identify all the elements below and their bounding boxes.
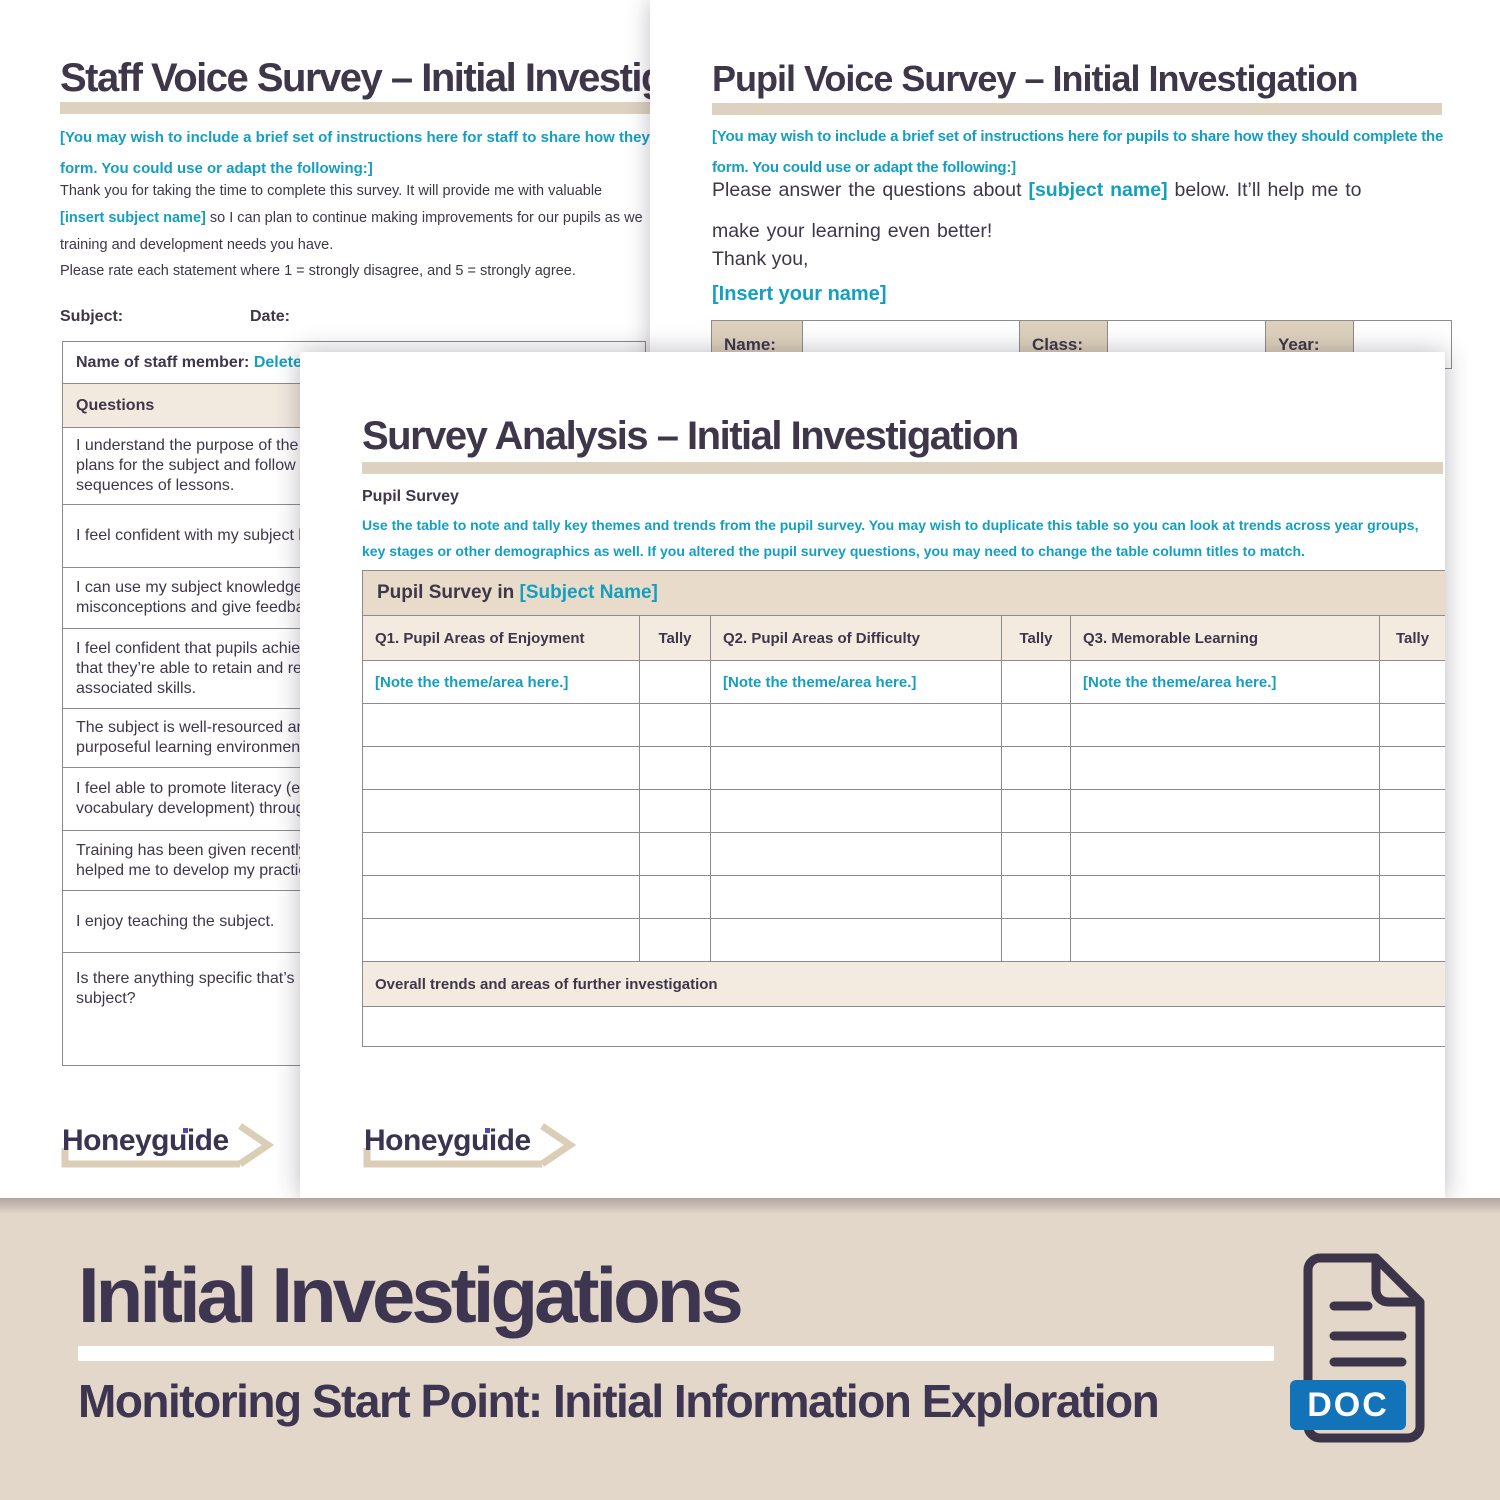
pupil-instructions: [You may wish to include a brief set of … — [712, 121, 1443, 183]
delete-hint: Delete — [253, 353, 302, 371]
staff-intro-line: [insert subject name] so I can plan to c… — [60, 210, 643, 226]
analysis-empty-row — [362, 875, 1445, 919]
staff-instructions-line: [You may wish to include a brief set of … — [60, 129, 652, 146]
subject-name-placeholder: [Subject Name] — [519, 582, 658, 603]
honeyguide-logo: Honeyguide — [60, 1118, 278, 1172]
column-header-tally: Tally — [1378, 615, 1445, 661]
theme-note-placeholder: [Note the theme/area here.] — [1070, 660, 1380, 704]
column-header-q3: Q3. Memorable Learning — [1070, 615, 1380, 661]
theme-note-placeholder: [Note the theme/area here.] — [710, 660, 1002, 704]
banner-subtitle: Monitoring Start Point: Initial Informat… — [78, 1375, 1160, 1427]
staff-instructions-line: form. You could use or adapt the followi… — [60, 160, 373, 177]
honeyguide-logo: Honeyguide — [362, 1118, 580, 1172]
analysis-empty-row — [362, 746, 1445, 790]
honeyguide-arrow-icon — [61, 1123, 275, 1168]
analysis-empty-row — [362, 789, 1445, 833]
survey-analysis-page: Survey Analysis – Initial Investigation … — [300, 352, 1445, 1198]
staff-intro-paragraph: Thank you for taking the time to complet… — [60, 178, 643, 259]
doc-badge: DOC — [1290, 1380, 1406, 1430]
pupil-intro-paragraph: Please answer the questions about [subje… — [712, 170, 1362, 252]
theme-note-placeholder: [Note the theme/area here.] — [362, 660, 640, 704]
analysis-empty-row — [362, 703, 1445, 747]
analysis-empty-row — [362, 832, 1445, 876]
date-label: Date: — [250, 308, 291, 325]
insert-subject-placeholder: [insert subject name] — [60, 210, 206, 226]
svg-text:DOC: DOC — [1307, 1386, 1389, 1424]
staff-title-rule — [60, 102, 652, 114]
staff-page-title: Staff Voice Survey – Initial Investigati… — [60, 56, 652, 100]
analysis-instructions: Use the table to note and tally key them… — [362, 512, 1418, 564]
staff-name-label: Name of staff member: — [76, 353, 250, 371]
analysis-blank-row — [361, 1006, 1445, 1047]
pupil-survey-section-label: Pupil Survey — [362, 488, 459, 505]
pupil-signature-placeholder: [Insert your name] — [712, 283, 887, 305]
honeyguide-wordmark: Honeyguide — [364, 1124, 531, 1157]
analysis-instructions-line: Use the table to note and tally key them… — [362, 517, 1419, 533]
pupil-intro-line: Please answer the questions about [subje… — [712, 179, 1362, 201]
pupil-page-title: Pupil Voice Survey – Initial Investigati… — [712, 58, 1359, 99]
analysis-table-title-row: Pupil Survey in [Subject Name] — [361, 570, 1445, 616]
pupil-intro-line: make your learning even better! — [712, 220, 993, 242]
staff-rating-note: Please rate each statement where 1 = str… — [60, 263, 576, 279]
subject-label: Subject: — [60, 308, 124, 325]
analysis-table-title: Pupil Survey in — [377, 582, 520, 603]
overall-trends-label: Overall trends and areas of further inve… — [361, 961, 1445, 1007]
doc-file-icon: DOC — [1290, 1253, 1425, 1443]
column-header-tally: Tally — [1001, 615, 1071, 661]
staff-instructions: [You may wish to include a brief set of … — [60, 122, 652, 184]
analysis-table-header-row: Q1. Pupil Areas of Enjoyment Tally Q2. P… — [362, 615, 1445, 661]
pupil-instructions-line: [You may wish to include a brief set of … — [712, 128, 1444, 145]
analysis-title-rule — [362, 462, 1443, 474]
honeyguide-arrow-icon — [363, 1123, 577, 1168]
banner-title: Initial Investigations — [78, 1251, 744, 1339]
pupil-instructions-line: form. You could use or adapt the followi… — [712, 159, 1016, 176]
pupil-title-rule — [712, 103, 1442, 115]
staff-intro-line: training and development needs you have. — [60, 237, 334, 253]
analysis-instructions-line: key stages or other demographics as well… — [362, 543, 1305, 559]
pupil-survey-analysis-table: Pupil Survey in [Subject Name] Q1. Pupil… — [361, 570, 1445, 1047]
honeyguide-wordmark: Honeyguide — [62, 1124, 229, 1157]
column-header-tally: Tally — [639, 615, 711, 661]
product-banner: Initial Investigations Monitoring Start … — [0, 1198, 1500, 1500]
column-header-q1: Q1. Pupil Areas of Enjoyment — [362, 615, 640, 661]
analysis-empty-row — [362, 918, 1445, 962]
column-header-q2: Q2. Pupil Areas of Difficulty — [710, 615, 1002, 661]
pupil-thanks: Thank you, — [712, 248, 809, 270]
staff-intro-line: Thank you for taking the time to complet… — [60, 183, 603, 199]
honeyguide-i-dot — [485, 1128, 490, 1133]
analysis-overall-row: Overall trends and areas of further inve… — [361, 961, 1445, 1007]
analysis-page-title: Survey Analysis – Initial Investigation — [362, 414, 1019, 458]
analysis-note-row: [Note the theme/area here.] [Note the th… — [362, 660, 1445, 704]
honeyguide-i-dot — [183, 1128, 188, 1133]
subject-name-placeholder: [subject name] — [1028, 179, 1168, 201]
banner-divider — [78, 1346, 1274, 1361]
